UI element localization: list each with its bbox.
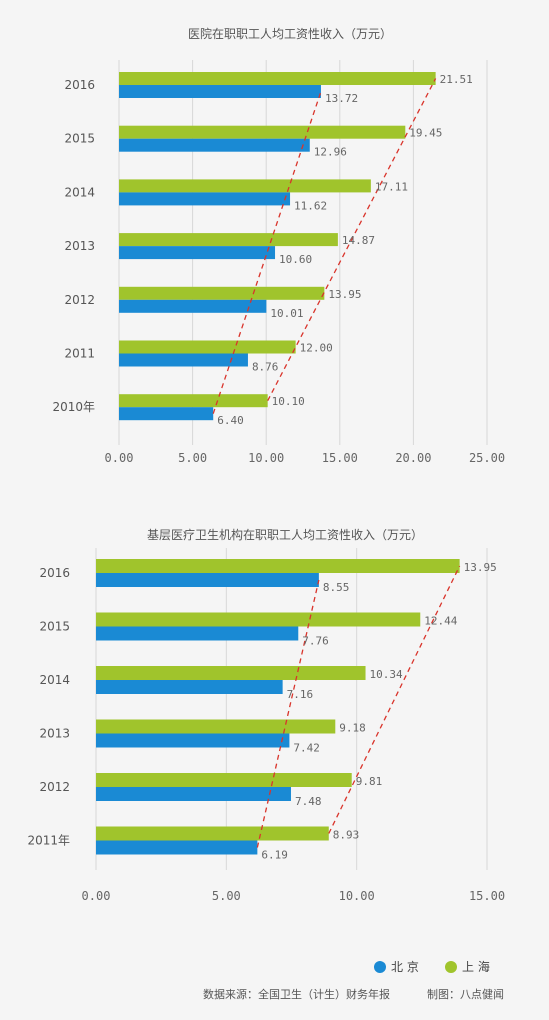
c1-bar-shanghai-1 (119, 125, 406, 139)
c1-bar-beijing-4 (119, 299, 267, 313)
c1-tick-label-5: 25.00 (469, 451, 505, 465)
c1-value-beijing-1: 12.96 (314, 146, 347, 159)
c1-value-shanghai-2: 17.11 (375, 180, 408, 193)
c1-bar-shanghai-6 (119, 394, 268, 408)
c2-tick-label-2: 10.00 (339, 889, 375, 903)
c2-bar-shanghai-1 (96, 612, 421, 627)
c1-value-beijing-3: 10.60 (279, 253, 312, 266)
c1-bar-beijing-1 (119, 138, 310, 152)
c1-category-label-3: 2013 (64, 239, 95, 253)
c2-value-beijing-2: 7.16 (287, 688, 314, 701)
data-source: 数据来源：全国卫生（计生）财务年报 (203, 987, 390, 1001)
c1-category-label-4: 2012 (64, 293, 95, 307)
c2-bar-beijing-0 (96, 573, 319, 587)
chart-credit: 制图：八点健闻 (427, 987, 504, 1001)
chart2-title: 基层医疗卫生机构在职职工人均工资性收入（万元） (147, 527, 423, 542)
c2-value-shanghai-5: 8.93 (333, 829, 360, 842)
c2-value-beijing-0: 8.55 (323, 581, 350, 594)
c1-value-shanghai-0: 21.51 (440, 73, 473, 86)
c1-category-label-1: 2015 (64, 132, 95, 146)
c1-bar-shanghai-4 (119, 286, 325, 300)
c2-category-label-0: 2016 (39, 566, 70, 580)
c2-bar-shanghai-0 (96, 559, 460, 573)
c1-value-beijing-5: 8.76 (252, 361, 279, 374)
c1-bar-shanghai-5 (119, 340, 296, 354)
c1-value-shanghai-5: 12.00 (300, 342, 333, 355)
c2-value-beijing-5: 6.19 (261, 849, 288, 862)
chart1-title: 医院在职职工人均工资性收入（万元） (188, 27, 392, 41)
c2-category-label-1: 2015 (39, 620, 70, 634)
c2-category-label-5: 2011年 (27, 834, 70, 848)
hospital-income-chart: 医院在职职工人均工资性收入（万元） 2016 21.51 13.72 2015 19.4… (52, 27, 505, 465)
c2-category-label-4: 2012 (39, 780, 70, 794)
c1-bar-shanghai-2 (119, 179, 371, 193)
c1-value-beijing-2: 11.62 (294, 199, 327, 212)
c1-bar-beijing-3 (119, 246, 276, 260)
c1-trend-shanghai (267, 78, 437, 402)
c2-value-shanghai-1: 12.44 (424, 615, 457, 628)
c2-value-shanghai-3: 9.18 (339, 722, 366, 735)
legend-shanghai-label: 上 海 (462, 959, 490, 974)
c1-tick-label-4: 20.00 (395, 451, 431, 465)
legend-shanghai: 上 海 (445, 959, 490, 974)
c2-category-label-3: 2013 (39, 727, 70, 741)
c1-bar-beijing-5 (119, 353, 248, 367)
c2-bar-shanghai-4 (96, 773, 352, 787)
c1-category-label-2: 2014 (64, 185, 95, 199)
c2-bar-beijing-2 (96, 680, 283, 694)
c2-category-label-2: 2014 (39, 673, 70, 687)
c1-category-label-0: 2016 (64, 78, 95, 92)
c1-bar-beijing-2 (119, 192, 291, 206)
c1-trend-beijing (212, 91, 322, 414)
legend-beijing-swatch (374, 961, 386, 973)
c2-bar-shanghai-5 (96, 826, 329, 841)
c1-value-beijing-0: 13.72 (325, 92, 358, 105)
c1-value-beijing-6: 6.40 (217, 414, 244, 427)
legend-shanghai-swatch (445, 961, 457, 973)
c2-bar-beijing-5 (96, 840, 258, 855)
c1-bar-beijing-6 (119, 407, 214, 421)
c1-bar-shanghai-3 (119, 233, 338, 247)
c1-bar-beijing-0 (119, 85, 321, 98)
c2-bar-beijing-4 (96, 787, 291, 801)
c2-bar-beijing-3 (96, 733, 290, 748)
c1-bar-shanghai-0 (119, 72, 436, 85)
c2-tick-label-3: 15.00 (469, 889, 505, 903)
c2-bar-shanghai-3 (96, 719, 336, 734)
c1-value-shanghai-1: 19.45 (409, 127, 442, 140)
c1-value-shanghai-3: 14.87 (342, 234, 375, 247)
legend-beijing: 北 京 (374, 960, 419, 974)
c2-value-shanghai-2: 10.34 (370, 668, 403, 681)
c2-tick-label-1: 5.00 (212, 889, 241, 903)
primary-care-income-chart: 基层医疗卫生机构在职职工人均工资性收入（万元） 2016 13.95 8.55 201… (27, 527, 505, 903)
c1-value-beijing-4: 10.01 (270, 307, 303, 320)
c1-category-label-6: 2010年 (52, 400, 95, 414)
c1-value-shanghai-6: 10.10 (272, 395, 305, 408)
c1-tick-label-3: 15.00 (322, 451, 358, 465)
legend-beijing-label: 北 京 (391, 960, 419, 974)
c2-tick-label-0: 0.00 (82, 889, 111, 903)
c2-bar-shanghai-2 (96, 666, 366, 680)
c2-trend-shanghai (328, 565, 461, 834)
c2-value-beijing-3: 7.42 (293, 742, 320, 755)
c2-value-shanghai-0: 13.95 (464, 561, 497, 574)
c1-tick-label-1: 5.00 (178, 451, 207, 465)
c2-value-shanghai-4: 9.81 (356, 775, 383, 788)
c1-tick-label-0: 0.00 (105, 451, 134, 465)
c2-bar-beijing-1 (96, 626, 299, 641)
c1-value-shanghai-4: 13.95 (328, 288, 361, 301)
c2-value-beijing-1: 7.76 (302, 635, 329, 648)
c1-category-label-5: 2011 (64, 347, 95, 361)
c1-tick-label-2: 10.00 (248, 451, 284, 465)
c2-value-beijing-4: 7.48 (295, 795, 322, 808)
c2-trend-beijing (256, 579, 320, 848)
